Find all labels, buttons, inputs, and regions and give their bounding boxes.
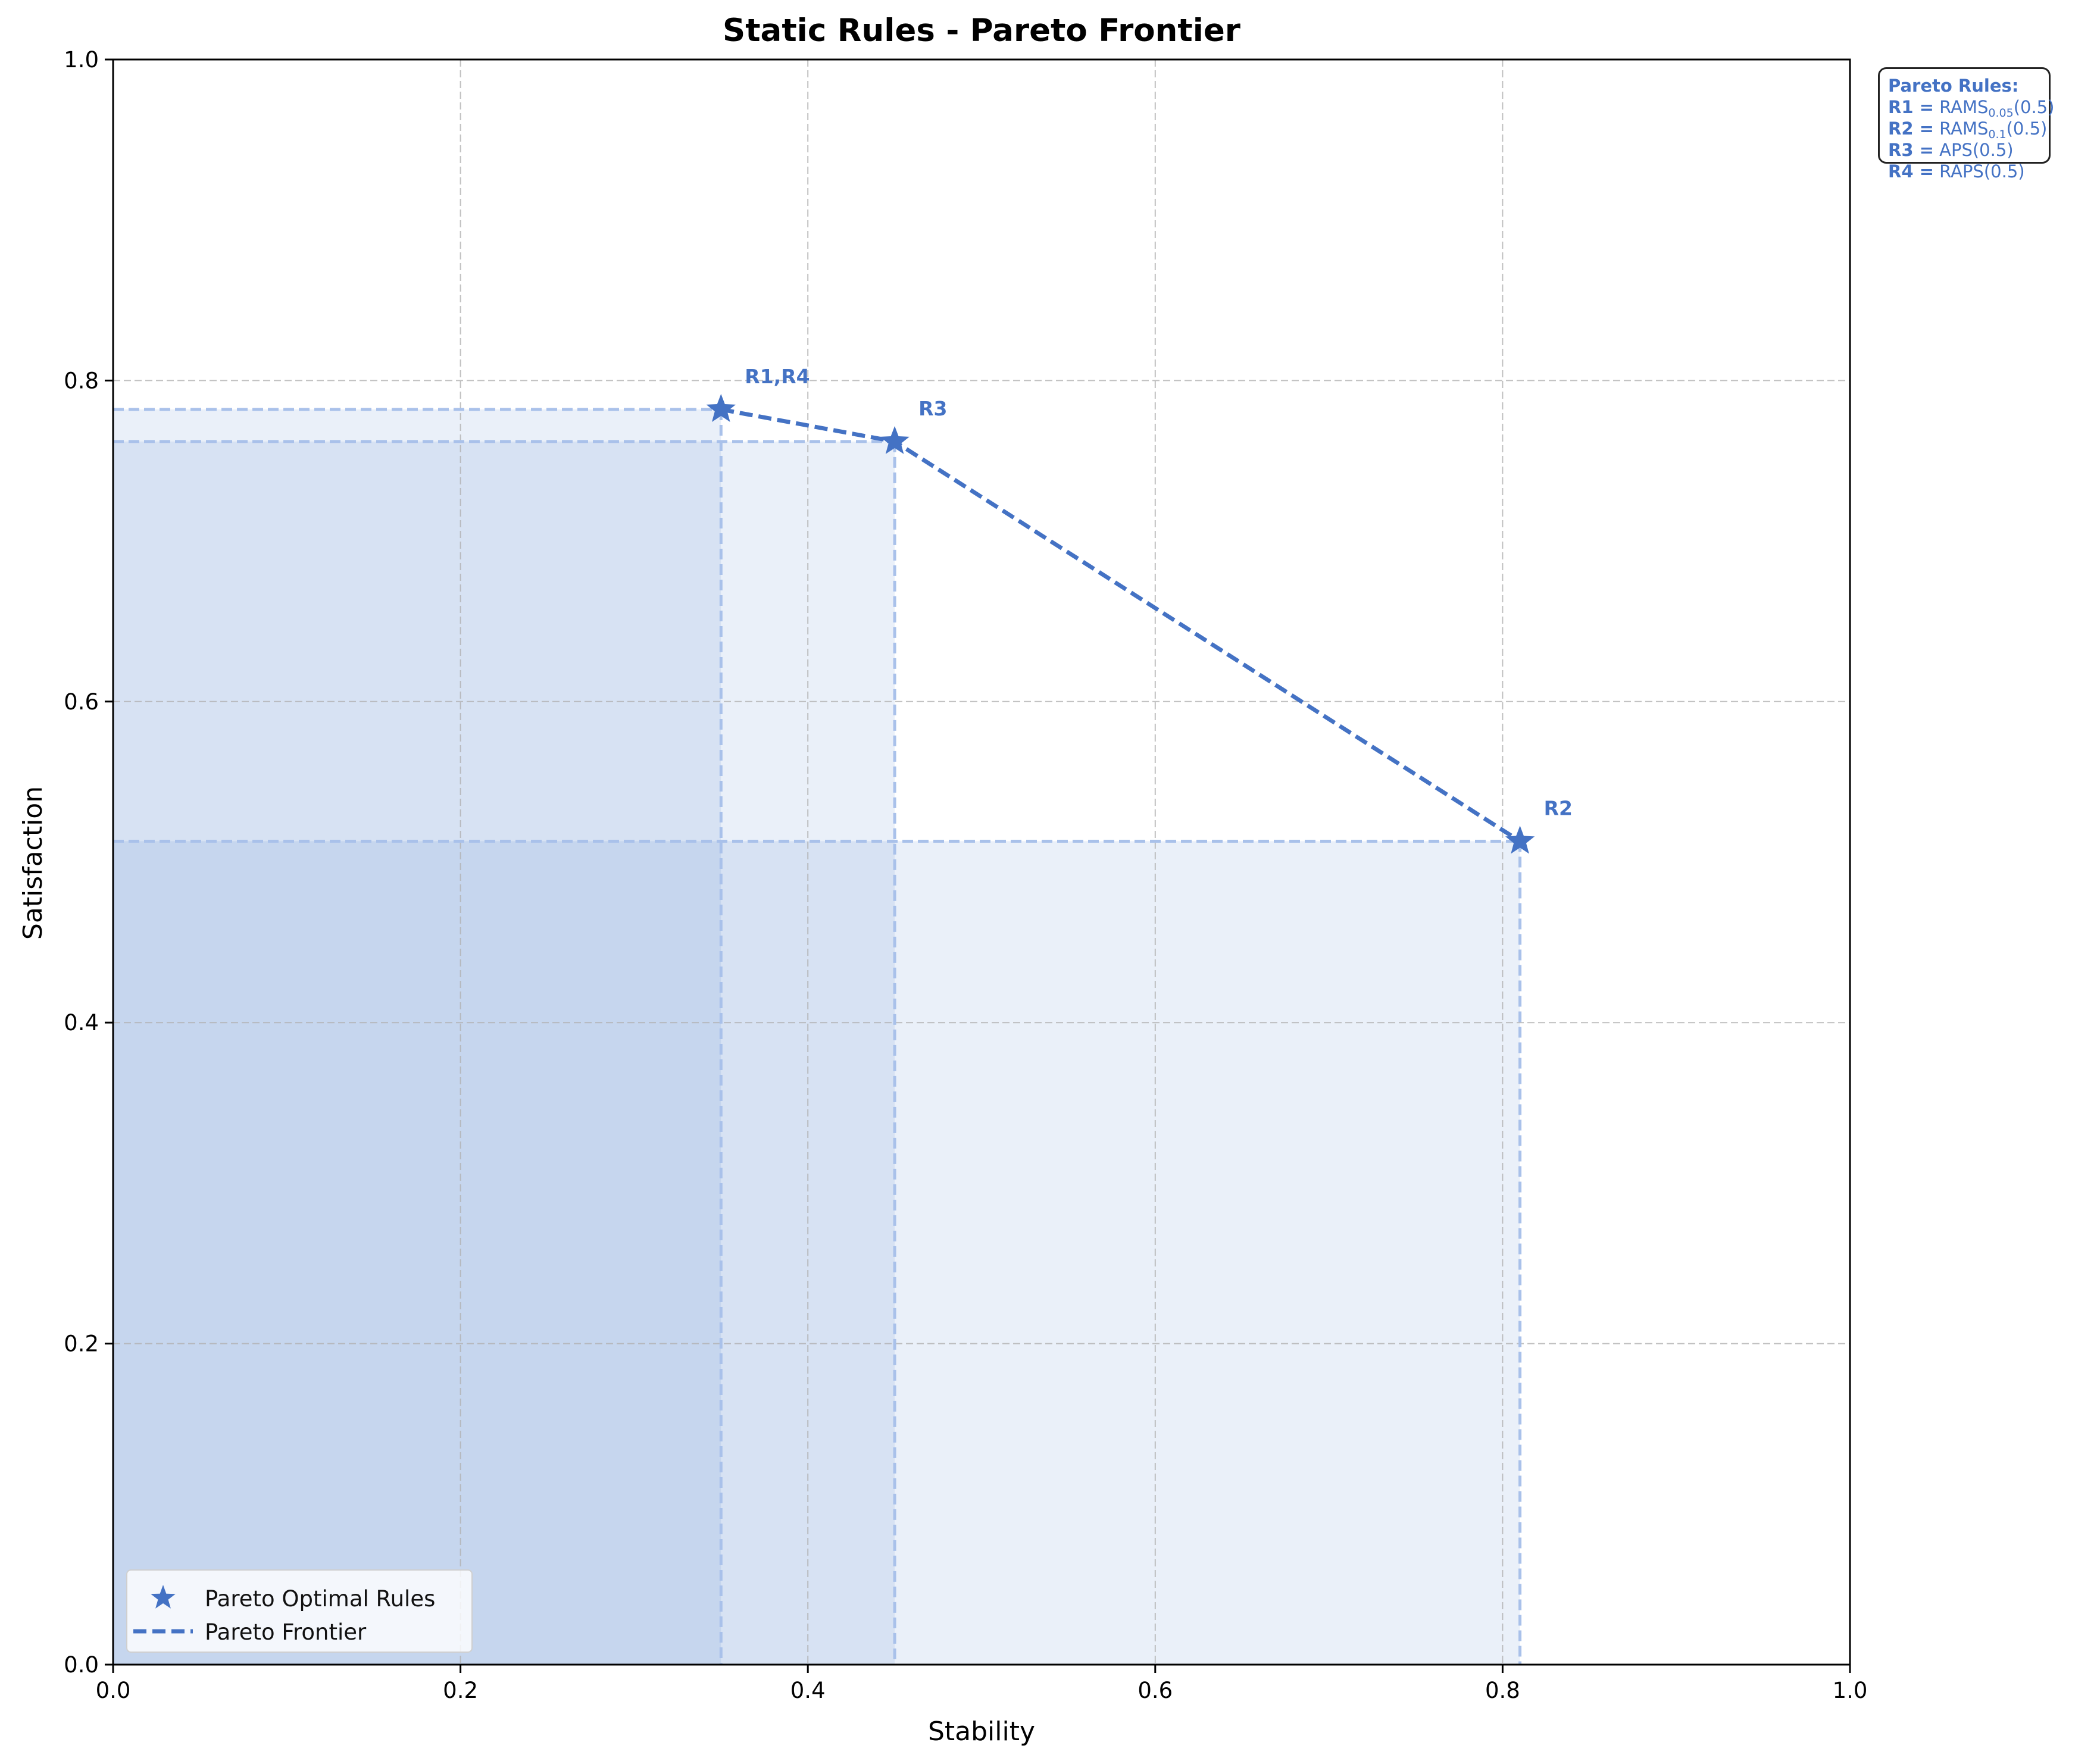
- x-axis-ticks: 0.0 0.2 0.4 0.6 0.8 1.0: [96, 1665, 1868, 1703]
- x-tick-label-4: 0.8: [1485, 1678, 1520, 1703]
- point-label-0: R1,R4: [745, 365, 810, 388]
- rule-key: R2 =: [1888, 118, 1934, 139]
- legend-label-points: Pareto Optimal Rules: [205, 1586, 436, 1612]
- pareto-point-2: [1505, 825, 1535, 854]
- y-tick-label-1: 0.2: [64, 1331, 99, 1357]
- dashed-line-icon: [133, 1629, 193, 1634]
- dominated-region-1: [113, 441, 895, 1665]
- dominated-region-2: [113, 841, 1520, 1665]
- y-tick-label-5: 1.0: [64, 47, 99, 73]
- y-axis-label: Satisfaction: [18, 786, 48, 940]
- y-tick-label-3: 0.6: [64, 689, 99, 715]
- y-tick-label-4: 0.8: [64, 368, 99, 393]
- rule-row-2: R2 = RAMS0.1(0.5): [1888, 118, 2048, 141]
- x-tick-label-0: 0.0: [96, 1678, 131, 1703]
- legend-item-frontier: Pareto Frontier: [127, 1615, 471, 1648]
- rules-box-title: Pareto Rules:: [1888, 76, 2019, 96]
- chart-title: Static Rules - Pareto Frontier: [723, 12, 1240, 49]
- x-tick-label-1: 0.2: [443, 1678, 478, 1703]
- rule-key: R4 =: [1888, 161, 1934, 182]
- rules-list: R1 = RAMS0.05(0.5) R2 = RAMS0.1(0.5) R3 = …: [1888, 96, 2055, 182]
- y-axis-ticks: 0.0 0.2 0.4 0.6 0.8 1.0: [64, 47, 113, 1678]
- legend: Pareto Optimal Rules Pareto Frontier: [126, 1569, 473, 1653]
- pareto-points: [706, 393, 1535, 854]
- point-labels: R1,R4 R3 R2: [745, 365, 1573, 820]
- plot-frame: [112, 58, 1851, 1666]
- rule-subscript: 0.05: [1988, 107, 2014, 120]
- rule-subscript: 0.1: [1988, 128, 2007, 141]
- dominated-region-0: [113, 409, 721, 1665]
- pareto-rules-box: Pareto Rules: R1 = RAMS0.05(0.5) R2 = RAM…: [1878, 67, 2054, 182]
- pareto-point-0: [706, 393, 736, 422]
- x-tick-label-5: 1.0: [1833, 1678, 1868, 1703]
- point-label-1: R3: [918, 397, 947, 420]
- pareto-point-1: [880, 426, 910, 454]
- star-marker-icon: [151, 1585, 176, 1609]
- rule-row-1: R1 = RAMS0.05(0.5): [1888, 97, 2055, 120]
- y-tick-label-2: 0.4: [64, 1010, 99, 1036]
- dominated-regions: [113, 409, 1520, 1665]
- rule-key: R1 =: [1888, 97, 1934, 117]
- point-label-2: R2: [1544, 796, 1573, 820]
- guide-lines: [113, 408, 1522, 1665]
- legend-item-points: Pareto Optimal Rules: [127, 1581, 471, 1615]
- rule-row-4: R4 = RAPS(0.5): [1888, 161, 2025, 182]
- grid-lines: [113, 60, 1850, 1665]
- legend-label-frontier: Pareto Frontier: [205, 1619, 367, 1645]
- x-axis-label: Stability: [928, 1716, 1035, 1747]
- rule-row-3: R3 = APS(0.5): [1888, 140, 2014, 160]
- x-tick-label-2: 0.4: [790, 1678, 826, 1703]
- x-tick-label-3: 0.6: [1137, 1678, 1173, 1703]
- y-tick-label-0: 0.0: [64, 1652, 99, 1678]
- rule-key: R3 =: [1888, 140, 1934, 160]
